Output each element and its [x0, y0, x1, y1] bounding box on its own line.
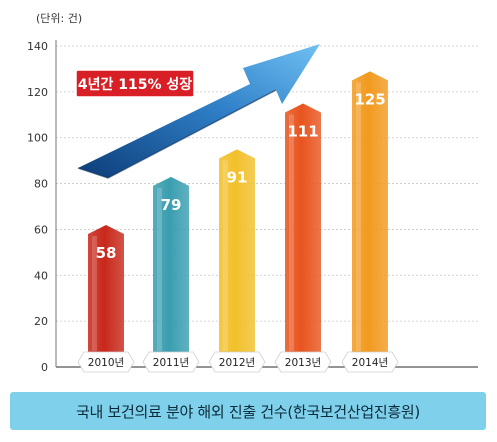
x-axis-categories: 2010년 2011년 2012년 2013년 2014년	[77, 351, 399, 373]
x-category-label: 2012년	[219, 357, 255, 369]
bar	[219, 149, 255, 364]
x-category-label: 2011년	[153, 357, 189, 369]
y-tick-label: 140	[27, 40, 48, 53]
unit-label: (단위: 건)	[36, 12, 83, 25]
caption-bar: 국내 보건의료 분야 해외 진출 건수(한국보건산업진흥원)	[10, 392, 486, 430]
bar-value-label: 125	[354, 90, 385, 108]
bar	[285, 103, 321, 364]
y-tick-label: 40	[34, 269, 48, 282]
growth-badge-label: 4년간 115% 성장	[78, 76, 192, 93]
growth-badge	[75, 69, 195, 98]
bar-value-label: 111	[287, 122, 318, 140]
category-badge	[274, 351, 332, 373]
bar-highlight	[289, 114, 294, 351]
data-labels: 58 79 91 111 125	[96, 90, 386, 262]
bar	[153, 176, 189, 364]
y-axis-ticks: 0 20 40 60 80 100 120 140	[27, 40, 48, 374]
x-category-label: 2014년	[352, 357, 388, 369]
bar-highlight	[223, 160, 228, 351]
bar	[88, 225, 124, 364]
y-tick-label: 20	[34, 315, 48, 328]
bar-highlight	[92, 236, 97, 351]
bar-value-label: 58	[96, 244, 117, 262]
chart-caption: 국내 보건의료 분야 해외 진출 건수(한국보건산업진흥원)	[76, 402, 420, 421]
y-tick-label: 80	[34, 178, 48, 191]
bar	[352, 71, 388, 365]
growth-arrow-shape	[78, 44, 320, 178]
category-badge	[208, 351, 266, 373]
y-tick-label: 100	[27, 132, 48, 145]
bar-value-label: 79	[161, 196, 182, 214]
y-tick-label: 60	[34, 223, 48, 236]
bar-highlight	[356, 82, 361, 352]
bars	[88, 71, 388, 365]
y-tick-label: 120	[27, 86, 48, 99]
category-badge	[142, 351, 200, 373]
category-badge	[77, 351, 135, 373]
bar-highlight	[157, 187, 162, 351]
growth-arrow-edge	[77, 89, 277, 179]
x-category-label: 2013년	[285, 357, 321, 369]
growth-arrow: 4년간 115% 성장	[75, 44, 320, 179]
category-badge	[341, 351, 399, 373]
y-tick-label: 0	[41, 361, 48, 374]
x-category-label: 2010년	[88, 357, 124, 369]
bar-value-label: 91	[227, 168, 248, 186]
